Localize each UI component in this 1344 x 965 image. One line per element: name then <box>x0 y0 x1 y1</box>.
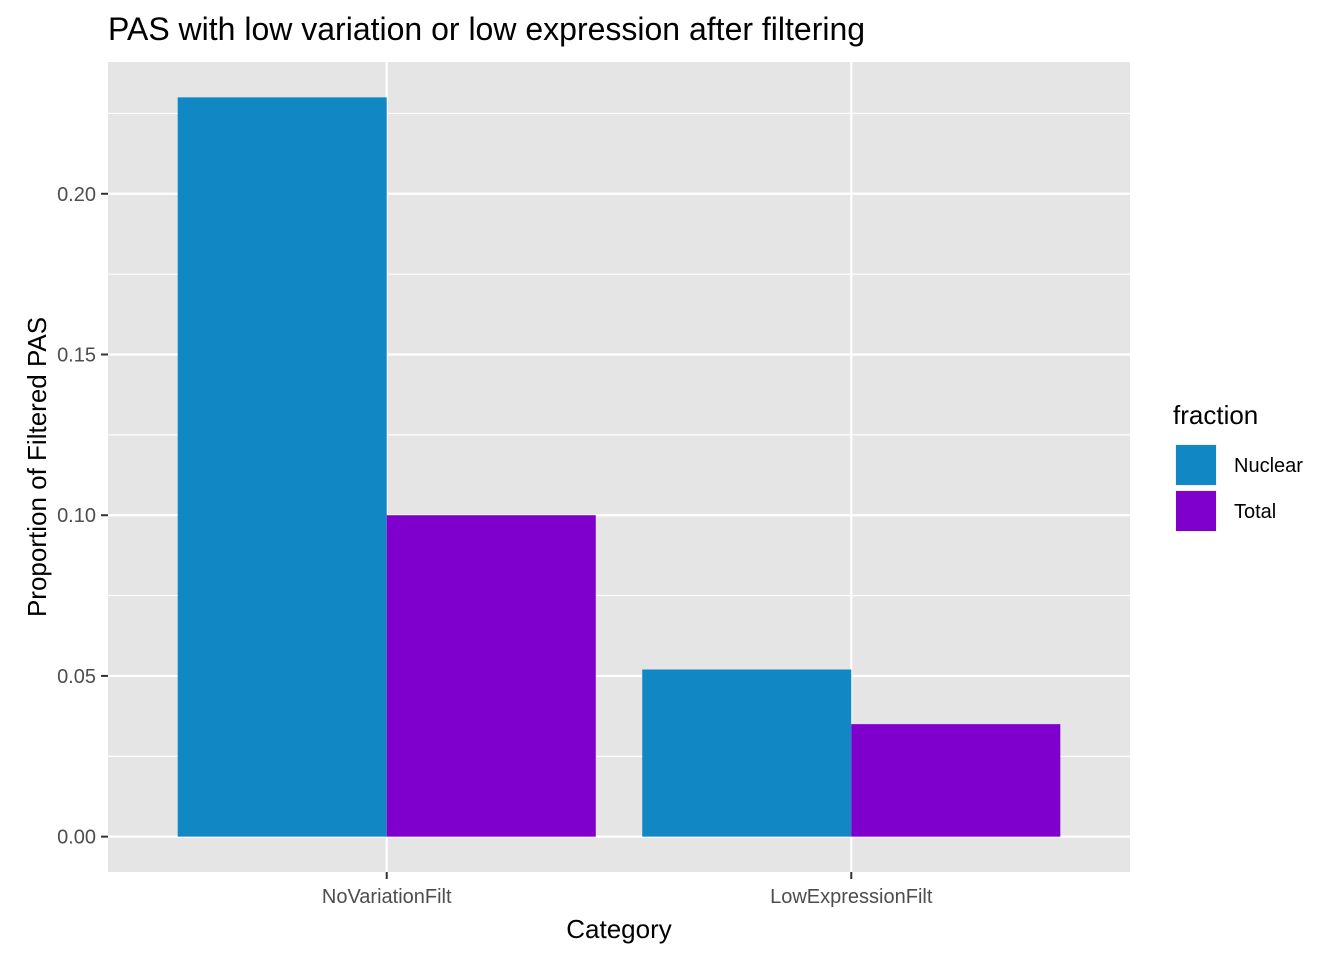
legend-label-nuclear: Nuclear <box>1234 455 1303 477</box>
chart-title: PAS with low variation or low expression… <box>108 11 865 47</box>
legend-title: fraction <box>1173 400 1258 430</box>
y-tick-label: 0.00 <box>57 827 96 849</box>
y-tick-label: 0.10 <box>57 505 96 527</box>
legend-label-total: Total <box>1234 501 1276 523</box>
legend: fraction Nuclear Total <box>1173 400 1303 532</box>
bars <box>177 97 1061 837</box>
x-tick-label: LowExpressionFilt <box>770 886 933 908</box>
x-axis-title: Category <box>566 914 672 944</box>
legend-swatch-total <box>1176 491 1216 531</box>
y-tick-label: 0.05 <box>57 666 96 688</box>
x-tick-label: NoVariationFilt <box>322 886 452 908</box>
bar-total-novariationfilt <box>386 515 596 837</box>
bar-total-lowexpressionfilt <box>851 724 1061 837</box>
legend-swatch-nuclear <box>1176 445 1216 485</box>
y-axis-title: Proportion of Filtered PAS <box>22 317 52 617</box>
axes: 0.00 0.05 0.10 0.15 0.20 NoVariationFilt LowEx… <box>57 184 933 908</box>
y-tick-label: 0.20 <box>57 184 96 206</box>
bar-nuclear-lowexpressionfilt <box>642 669 852 837</box>
bar-nuclear-novariationfilt <box>177 97 387 837</box>
y-tick-label: 0.15 <box>57 345 96 367</box>
